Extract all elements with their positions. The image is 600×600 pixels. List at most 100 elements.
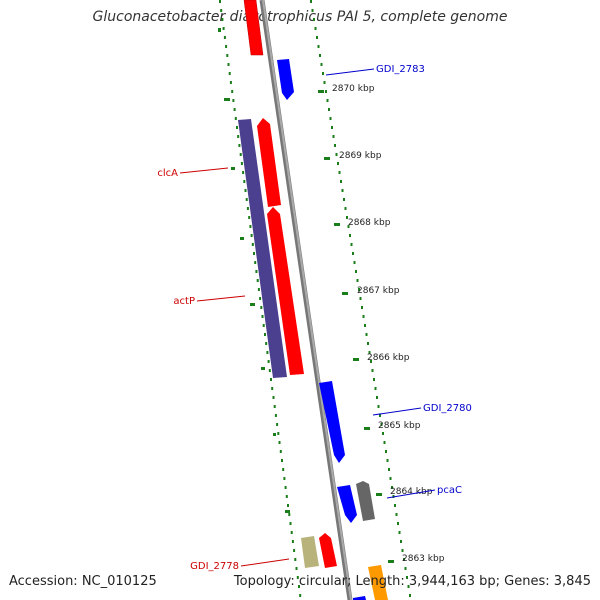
label-clca[interactable]: clcA <box>157 168 178 179</box>
gc-dot <box>259 297 262 300</box>
gc-dot <box>317 45 320 48</box>
gc-dot <box>293 549 296 552</box>
gc-dot <box>234 117 237 120</box>
gc-dot <box>316 36 318 39</box>
gc-dot <box>233 108 236 111</box>
gc-dot <box>220 9 223 12</box>
gc-dot <box>398 531 401 534</box>
gene-actp[interactable] <box>267 207 304 375</box>
gene-red-1[interactable] <box>257 118 281 207</box>
gc-dot <box>323 81 326 84</box>
gc-dot <box>274 414 277 417</box>
gene-gdi-2783[interactable] <box>277 59 294 100</box>
gc-dot <box>231 90 234 93</box>
gc-dot <box>237 135 240 138</box>
gc-dot <box>373 378 375 381</box>
gc-dot <box>236 126 238 129</box>
gc-dot <box>270 378 272 381</box>
gc-dot <box>383 441 386 444</box>
leader-gdi-2783 <box>325 68 375 76</box>
gc-dot <box>253 252 255 255</box>
gc-dot <box>341 189 344 192</box>
gc-dot <box>391 486 393 489</box>
gc-dot <box>272 396 275 399</box>
gc-dot <box>255 270 258 273</box>
gc-dot <box>394 504 396 507</box>
gc-dot <box>347 225 350 228</box>
gc-dot <box>361 306 363 309</box>
gc-dot <box>268 369 271 372</box>
label-actp[interactable]: actP <box>173 296 195 307</box>
leader-clca <box>179 167 229 174</box>
gc-dot <box>329 117 332 120</box>
label-pcac[interactable]: pcaC <box>437 485 462 496</box>
gc-dot <box>257 288 260 291</box>
gc-dot <box>367 342 369 345</box>
gc-dot <box>273 405 276 408</box>
tick-label-2868: 2868 kbp <box>348 218 391 228</box>
gc-dot <box>299 594 302 597</box>
gc-dot <box>227 63 230 66</box>
gc-dot <box>267 360 270 363</box>
gc-dot <box>335 153 338 156</box>
gc-dot <box>276 423 279 426</box>
gc-dot <box>283 477 286 480</box>
gc-dots-left <box>219 0 302 597</box>
gc-dot <box>229 81 232 84</box>
tick-label-2863: 2863 kbp <box>402 554 445 564</box>
gc-dot <box>403 558 405 561</box>
gc-dot <box>285 495 288 498</box>
gc-dot <box>222 27 225 30</box>
gc-dot <box>290 531 293 534</box>
gc-dot <box>282 468 285 471</box>
gc-dot <box>343 198 345 201</box>
tick-label-2866: 2866 kbp <box>367 353 410 363</box>
gene-blue-bottom[interactable] <box>353 596 366 600</box>
gc-dot <box>287 504 289 507</box>
gc-dot <box>314 27 317 30</box>
gc-dot <box>332 135 335 138</box>
gc-dot <box>277 432 280 435</box>
gc-dot <box>242 171 245 174</box>
label-gdi-2780[interactable]: GDI_2780 <box>423 403 472 414</box>
gc-dot <box>400 540 402 543</box>
gc-dot <box>371 369 374 372</box>
gc-dot <box>265 342 268 345</box>
gc-dot <box>380 423 383 426</box>
gc-dot <box>358 288 360 291</box>
gc-dot <box>289 522 292 525</box>
gene-orange-bottom[interactable] <box>368 565 388 600</box>
gene-clca-rna[interactable] <box>238 119 287 378</box>
label-gdi-2783[interactable]: GDI_2783 <box>376 64 425 75</box>
gc-dot <box>244 189 247 192</box>
gc-dot <box>407 585 410 588</box>
gc-dot <box>288 513 291 516</box>
gc-dot <box>254 261 257 264</box>
gc-dot <box>401 549 404 552</box>
gc-dot <box>223 36 226 39</box>
gc-dot <box>246 207 249 210</box>
gc-dot <box>296 576 299 579</box>
gc-dot <box>262 324 265 327</box>
gc-dot <box>221 18 224 21</box>
gc-dot <box>368 351 371 354</box>
gc-dot <box>261 315 264 318</box>
gc-dot <box>245 198 248 201</box>
gc-dot <box>249 225 252 228</box>
gc-dot <box>278 441 281 444</box>
gc-dot <box>313 18 315 21</box>
gc-dot <box>225 45 228 48</box>
gc-dot <box>365 333 368 336</box>
gc-dot <box>319 54 321 57</box>
gene-red-bottom[interactable] <box>319 533 337 568</box>
label-gdi-2778[interactable]: GDI_2778 <box>190 561 239 572</box>
gc-dot <box>311 9 314 12</box>
gc-dot <box>338 171 341 174</box>
gene-gdi-2780[interactable] <box>319 381 345 463</box>
gene-gdi-2778[interactable] <box>301 536 319 568</box>
gene-top-red[interactable] <box>243 0 264 56</box>
gc-dot <box>320 63 323 66</box>
gene-pcac-blue[interactable] <box>337 485 357 523</box>
gene-pcac-gray[interactable] <box>356 481 375 521</box>
tick-label-2864: 2864 kbp <box>390 487 433 497</box>
